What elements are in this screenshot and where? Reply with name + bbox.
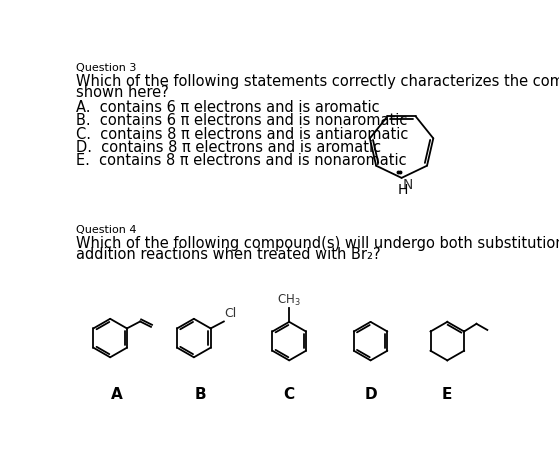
Text: E.  contains 8 π electrons and is nonaromatic: E. contains 8 π electrons and is nonarom… — [76, 152, 407, 167]
Text: D.  contains 8 π electrons and is aromatic: D. contains 8 π electrons and is aromati… — [76, 139, 381, 154]
Text: D: D — [364, 386, 377, 401]
Text: A: A — [111, 386, 122, 401]
Text: Question 3: Question 3 — [76, 63, 136, 73]
Text: Question 4: Question 4 — [76, 225, 136, 235]
Text: A.  contains 6 π electrons and is aromatic: A. contains 6 π electrons and is aromati… — [76, 100, 380, 115]
Text: Cl: Cl — [225, 307, 237, 319]
Text: C.  contains 8 π electrons and is antiaromatic: C. contains 8 π electrons and is antiaro… — [76, 126, 409, 141]
Text: H: H — [397, 183, 408, 197]
Text: Which of the following compound(s) will undergo both substitution and: Which of the following compound(s) will … — [76, 235, 559, 250]
Text: N: N — [402, 178, 413, 192]
Text: C: C — [283, 386, 295, 401]
Text: B: B — [195, 386, 206, 401]
Text: addition reactions when treated with Br₂?: addition reactions when treated with Br₂… — [76, 247, 381, 262]
Text: shown here?: shown here? — [76, 85, 169, 100]
Text: E: E — [442, 386, 452, 401]
Text: Which of the following statements correctly characterizes the compound: Which of the following statements correc… — [76, 74, 559, 89]
Text: B.  contains 6 π electrons and is nonaromatic: B. contains 6 π electrons and is nonarom… — [76, 113, 408, 128]
Text: CH$_3$: CH$_3$ — [277, 293, 301, 307]
